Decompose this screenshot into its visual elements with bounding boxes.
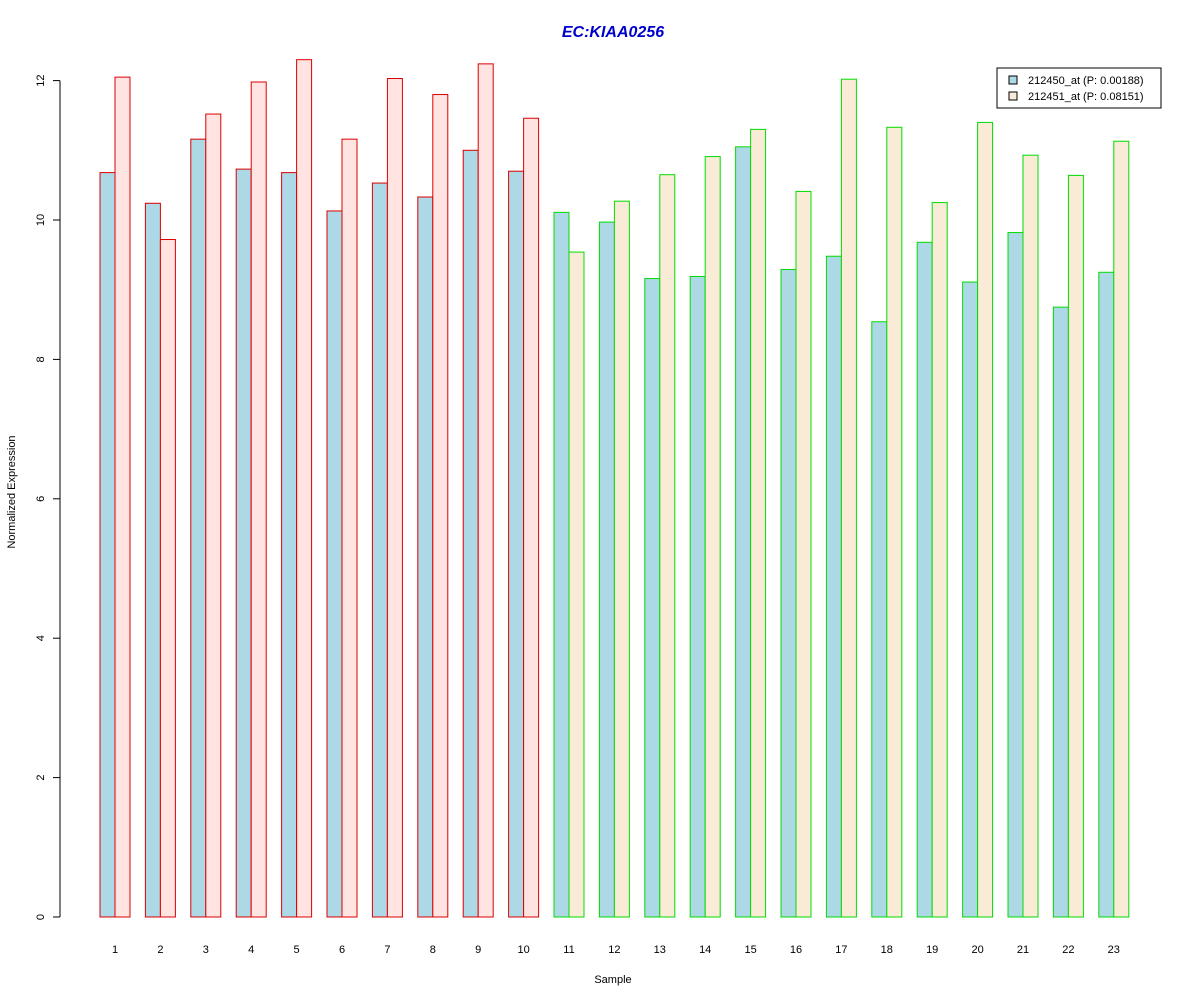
bar-212450-sample-20: [962, 281, 979, 918]
bar-212451-sample-13: [659, 174, 676, 918]
bar-212450-sample-2: [144, 202, 161, 918]
x-tick-label: 6: [339, 944, 345, 956]
y-axis: 0 2 4 6 8 10 12: [35, 74, 61, 920]
bar-212451-sample-17: [840, 78, 857, 918]
y-tick-label: 2: [35, 775, 47, 781]
x-tick-label: 7: [384, 944, 390, 956]
bar-212450-sample-18: [871, 321, 888, 918]
x-tick-label: 15: [744, 944, 756, 956]
bar-212450-sample-4: [235, 168, 252, 918]
bar-212450-sample-16: [780, 268, 797, 918]
bar-212450-sample-22: [1052, 306, 1069, 918]
legend-swatch-212451: [1008, 91, 1018, 101]
x-tick-label: 20: [971, 944, 983, 956]
bar-212451-sample-19: [931, 202, 948, 918]
legend-label-212450: 212450_at (P: 0.00188): [1028, 75, 1144, 87]
bar-212450-sample-7: [371, 182, 388, 918]
x-tick-label: 9: [475, 944, 481, 956]
x-tick-label: 14: [699, 944, 711, 956]
legend-label-212451: 212451_at (P: 0.08151): [1028, 91, 1144, 103]
bars: [99, 59, 1130, 918]
bar-212450-sample-6: [326, 210, 343, 918]
x-tick-label: 13: [654, 944, 666, 956]
x-tick-label: 1: [112, 944, 118, 956]
bar-212451-sample-21: [1022, 154, 1039, 918]
bar-212451-sample-20: [977, 121, 994, 918]
bar-212451-sample-12: [613, 200, 630, 918]
x-tick-label: 8: [430, 944, 436, 956]
bar-212451-sample-18: [886, 126, 903, 918]
bar-212450-sample-5: [281, 172, 298, 918]
y-tick-label: 8: [35, 356, 47, 362]
bar-212451-sample-10: [523, 117, 540, 918]
x-axis-tick-labels: 1 2 3 4 5 6 7 8 9 10 11 12 13 14 15 16 17 18 19 20 21 22 23: [112, 944, 1120, 956]
bar-212451-sample-6: [341, 138, 358, 918]
bar-212451-sample-5: [296, 59, 313, 918]
x-tick-label: 11: [563, 944, 574, 956]
y-tick-label: 4: [35, 635, 47, 641]
bar-212450-sample-3: [190, 138, 207, 918]
bar-212450-sample-11: [553, 211, 570, 918]
x-tick-label: 3: [203, 944, 209, 956]
bar-212450-sample-19: [916, 241, 933, 918]
bar-212450-sample-13: [644, 278, 661, 918]
x-tick-label: 17: [835, 944, 847, 956]
y-tick-label: 10: [35, 214, 47, 226]
bar-212451-sample-11: [568, 251, 585, 918]
bar-212451-sample-4: [250, 81, 267, 918]
legend-swatch-212450: [1008, 75, 1018, 85]
x-tick-label: 2: [157, 944, 163, 956]
legend: 212450_at (P: 0.00188) 212451_at (P: 0.08…: [996, 67, 1162, 109]
y-tick-label: 0: [35, 914, 47, 920]
bar-212450-sample-23: [1098, 271, 1115, 918]
chart-title: EC:KIAA0256: [562, 24, 664, 41]
bar-212450-sample-15: [735, 146, 752, 918]
bar-212450-sample-14: [689, 275, 706, 918]
bar-212451-sample-9: [477, 63, 494, 918]
bar-212451-sample-1: [114, 76, 131, 918]
x-tick-label: 12: [608, 944, 620, 956]
bar-212450-sample-10: [508, 170, 525, 918]
legend-box: [996, 67, 1162, 109]
bar-212450-sample-9: [462, 149, 479, 918]
bar-212451-sample-8: [432, 94, 449, 918]
bar-212451-sample-23: [1113, 140, 1130, 918]
x-tick-label: 4: [248, 944, 254, 956]
bar-212451-sample-2: [159, 239, 176, 918]
bar-212451-sample-3: [205, 113, 222, 918]
x-tick-label: 16: [790, 944, 802, 956]
x-tick-label: 23: [1108, 944, 1120, 956]
y-axis-label: Normalized Expression: [6, 435, 18, 548]
bar-212450-sample-1: [99, 172, 116, 918]
bar-212451-sample-14: [704, 156, 721, 918]
bar-212451-sample-16: [795, 190, 812, 918]
x-tick-label: 5: [294, 944, 300, 956]
bar-212450-sample-8: [417, 196, 434, 918]
bar-212451-sample-15: [750, 128, 767, 918]
x-tick-label: 22: [1062, 944, 1074, 956]
y-tick-label: 12: [35, 74, 47, 86]
bar-212451-sample-22: [1067, 174, 1084, 918]
x-axis-label: Sample: [594, 974, 631, 986]
bar-212451-sample-7: [386, 78, 403, 918]
y-tick-label: 6: [35, 496, 47, 502]
x-tick-label: 21: [1017, 944, 1029, 956]
bar-212450-sample-21: [1007, 232, 1024, 918]
x-tick-label: 18: [881, 944, 893, 956]
x-tick-label: 10: [517, 944, 529, 956]
x-tick-label: 19: [926, 944, 938, 956]
bar-212450-sample-17: [825, 255, 842, 918]
bar-212450-sample-12: [598, 221, 615, 918]
